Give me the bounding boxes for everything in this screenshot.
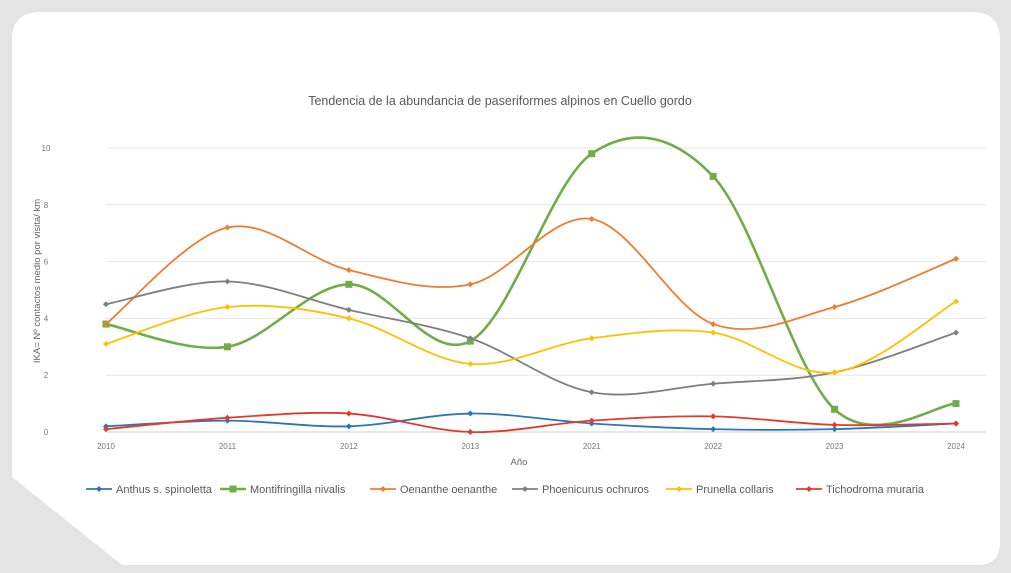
chart-title: Tendencia de la abundancia de paseriform… <box>308 94 692 108</box>
legend-marker <box>380 486 386 492</box>
data-point <box>345 267 352 274</box>
x-tick-label: 2010 <box>97 442 115 451</box>
data-point <box>953 329 959 336</box>
x-tick-label: 2022 <box>704 442 722 451</box>
data-point <box>103 340 109 347</box>
data-point <box>953 298 959 305</box>
data-point <box>953 420 959 427</box>
frame-background <box>12 12 1000 565</box>
data-point <box>345 306 352 313</box>
data-point <box>710 321 717 328</box>
y-axis-ticks: 0 2 4 6 8 10 <box>42 144 51 437</box>
legend-item: Tichodroma muraria <box>796 484 925 496</box>
data-point <box>588 150 596 158</box>
data-point <box>467 335 474 342</box>
series-line <box>105 280 957 396</box>
series-lines <box>102 136 960 435</box>
series-line <box>105 136 957 427</box>
legend-label: Prunella collaris <box>696 484 774 496</box>
data-point <box>831 369 838 376</box>
x-tick-label: 2023 <box>826 442 844 451</box>
legend: Anthus s. spinoletta Montifringilla nival… <box>86 484 925 496</box>
data-point <box>952 400 960 408</box>
data-point <box>224 304 231 311</box>
series-line <box>105 412 957 431</box>
data-point <box>224 414 231 421</box>
chart-frame: Tendencia de la abundancia de paseriform… <box>12 12 1000 565</box>
data-point <box>588 216 595 222</box>
data-point <box>467 410 474 417</box>
data-point <box>588 417 595 424</box>
legend-label: Tichodroma muraria <box>826 484 925 496</box>
series-5 <box>103 410 959 435</box>
series-line <box>105 217 957 331</box>
data-point <box>831 405 839 413</box>
y-tick-label: 4 <box>44 314 49 323</box>
data-point <box>710 413 717 420</box>
legend-item: Prunella collaris <box>666 484 774 496</box>
data-point <box>953 255 959 262</box>
legend-item: Montifringilla nivalis <box>220 484 346 496</box>
legend-marker <box>676 486 682 492</box>
series-line <box>105 300 957 374</box>
data-point <box>588 335 595 342</box>
x-axis-label: Año <box>511 457 528 468</box>
data-point <box>709 172 717 180</box>
data-point <box>345 423 352 430</box>
y-tick-label: 0 <box>44 428 49 437</box>
gridlines <box>106 147 986 433</box>
data-point <box>710 426 717 433</box>
y-tick-label: 10 <box>42 144 51 153</box>
data-point <box>467 360 474 367</box>
data-point <box>224 278 231 285</box>
data-point <box>467 429 474 435</box>
data-point <box>831 426 838 433</box>
legend-marker <box>229 485 237 493</box>
series-0 <box>103 410 959 433</box>
legend-item: Anthus s. spinoletta <box>86 484 213 496</box>
series-line <box>105 411 957 433</box>
data-point <box>588 389 595 396</box>
line-chart: Tendencia de la abundancia de paseriform… <box>32 94 986 496</box>
data-point <box>223 343 231 351</box>
x-tick-label: 2021 <box>583 442 601 451</box>
series-2 <box>103 216 959 331</box>
x-tick-label: 2013 <box>461 442 479 451</box>
data-point <box>710 380 717 387</box>
legend-item: Oenanthe oenanthe <box>370 484 497 496</box>
legend-label: Montifringilla nivalis <box>250 484 346 496</box>
data-point <box>345 315 352 322</box>
legend-item: Phoenicurus ochruros <box>512 484 650 496</box>
y-axis-label: IKA= Nº contactos medio por visita/ km <box>32 199 43 363</box>
legend-label: Phoenicurus ochruros <box>542 484 650 496</box>
data-point <box>224 224 231 231</box>
x-tick-label: 2024 <box>947 442 965 451</box>
legend-marker <box>806 486 812 492</box>
data-point <box>345 280 353 288</box>
x-tick-label: 2011 <box>219 442 237 451</box>
data-point <box>103 321 109 328</box>
data-point <box>831 304 838 311</box>
data-point <box>831 421 838 428</box>
data-point <box>345 410 352 417</box>
data-point <box>710 329 717 336</box>
data-point <box>103 426 109 433</box>
series-4 <box>103 298 959 376</box>
y-tick-label: 2 <box>44 371 49 380</box>
y-tick-label: 8 <box>44 201 49 210</box>
legend-label: Anthus s. spinoletta <box>116 484 213 496</box>
x-tick-label: 2012 <box>340 442 358 451</box>
series-3 <box>103 278 959 396</box>
data-point <box>103 301 109 308</box>
y-tick-label: 6 <box>44 258 49 267</box>
data-point <box>467 281 474 288</box>
legend-label: Oenanthe oenanthe <box>400 484 497 496</box>
x-axis-ticks: 2010 2011 2012 2013 2021 2022 2023 2024 <box>97 442 965 451</box>
legend-marker <box>96 486 102 492</box>
legend-marker <box>522 486 528 492</box>
